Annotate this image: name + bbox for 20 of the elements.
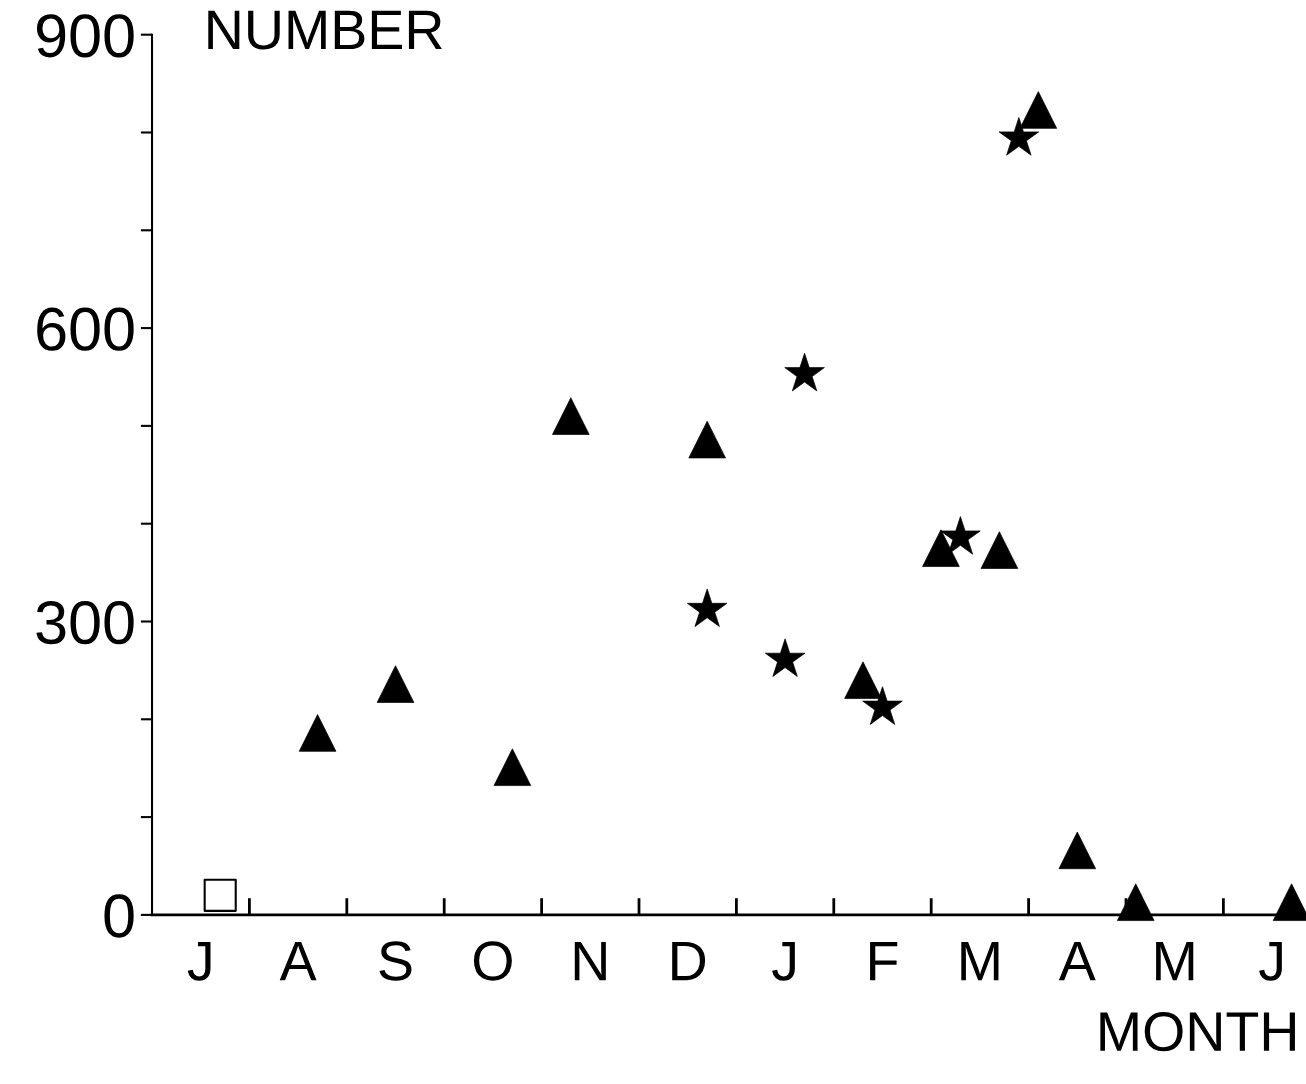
x-tick-label: A: [1058, 941, 1096, 981]
x-tick-label: M: [1156, 941, 1194, 981]
x-tick-label: A: [279, 941, 317, 981]
y-tick-label: 300: [36, 600, 134, 645]
x-axis-title: MONTH: [1100, 1012, 1295, 1052]
point: [1117, 883, 1155, 921]
x-tick-label: D: [672, 941, 706, 981]
y-tick-label: 600: [37, 307, 134, 351]
x-tick-label: S: [379, 941, 412, 981]
x-tick-label: F: [870, 941, 898, 981]
y-tick-label: 900: [36, 14, 134, 58]
point: [203, 878, 237, 912]
x-tick-label: N: [574, 941, 606, 981]
x-tick-label: J: [187, 941, 211, 981]
x-tick-label: M: [961, 941, 999, 981]
x-tick-label: O: [473, 941, 512, 981]
x-tick-label: J: [1259, 941, 1282, 981]
y-axis-title: NUMBER: [208, 10, 442, 50]
y-tick-label: 0: [104, 894, 134, 938]
x-tick-label: J: [772, 941, 795, 981]
